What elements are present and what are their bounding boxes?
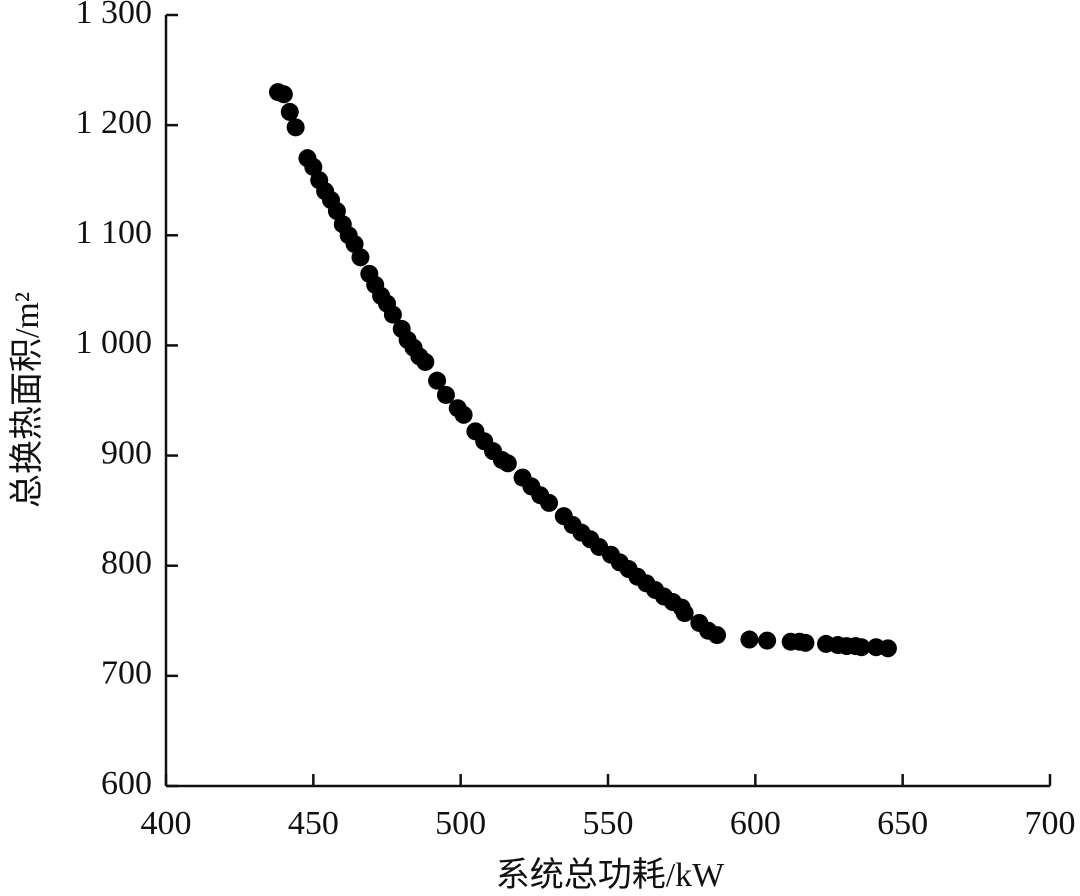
point: [852, 638, 871, 657]
point: [498, 454, 517, 473]
y-tick-label: 600: [101, 765, 152, 802]
point: [758, 631, 777, 650]
point: [286, 118, 305, 137]
x-tick-label: 700: [1025, 805, 1076, 842]
point: [436, 385, 455, 404]
y-tick-label: 1 100: [76, 214, 153, 251]
point: [675, 604, 694, 623]
point: [740, 630, 759, 649]
y-tick-label: 1 200: [76, 104, 153, 141]
y-tick-label: 1 000: [76, 324, 153, 361]
x-tick-label: 550: [583, 805, 634, 842]
y-tick-label: 1 300: [76, 0, 153, 31]
y-tick-label: 900: [101, 434, 152, 471]
y-tick-label: 800: [101, 545, 152, 582]
point: [416, 352, 435, 371]
x-tick-label: 450: [288, 805, 339, 842]
point: [796, 633, 815, 652]
x-axis-label: 系统总功耗/kW: [496, 856, 725, 894]
point: [540, 493, 559, 512]
point: [708, 626, 727, 645]
x-tick-label: 650: [877, 805, 928, 842]
x-tick-label: 500: [435, 805, 486, 842]
y-axis-label: 总换热面积/m²: [8, 292, 46, 508]
point: [351, 248, 370, 267]
point: [274, 85, 293, 104]
point: [428, 371, 447, 390]
point: [454, 405, 473, 424]
y-tick-label: 700: [101, 655, 152, 692]
x-tick-label: 600: [730, 805, 781, 842]
x-tick-label: 400: [141, 805, 192, 842]
point: [383, 305, 402, 324]
point: [280, 102, 299, 121]
point: [878, 639, 897, 658]
